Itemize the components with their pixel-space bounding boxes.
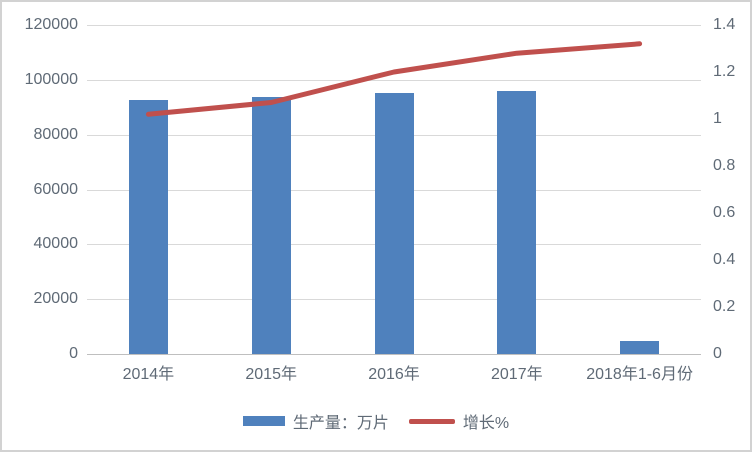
legend-label: 生产量：万片 — [292, 415, 389, 432]
x-axis-line — [87, 354, 701, 355]
bar — [620, 341, 660, 354]
y-right-tick-label: 0.6 — [713, 204, 736, 221]
gridline — [87, 25, 701, 26]
y-left-tick-label: 60000 — [33, 180, 79, 198]
legend-item: 生产量：万片 — [242, 409, 389, 433]
legend: 生产量：万片 增长% — [2, 409, 750, 433]
legend-item: 增长% — [408, 409, 510, 433]
y-left-tick-label: 100000 — [24, 70, 78, 88]
bar — [374, 92, 414, 354]
gridline — [87, 80, 701, 81]
x-tick-label: 2014年 — [122, 366, 175, 383]
x-tick-label: 2016年 — [368, 366, 420, 383]
y-right-tick-label: 1.4 — [713, 16, 736, 33]
y-right-tick-label: 1.2 — [713, 63, 736, 80]
legend-label: 增长% — [462, 415, 510, 432]
y-left-tick-label: 0 — [69, 345, 78, 362]
x-tick-label: 2018年1-6月份 — [586, 366, 693, 383]
y-right-tick-label: 0 — [713, 345, 722, 362]
y-left-tick-label: 120000 — [24, 16, 78, 33]
y-right-tick-label: 1 — [713, 110, 722, 127]
y-right-tick-label: 0.8 — [713, 157, 736, 174]
y-left-tick-label: 80000 — [33, 125, 79, 143]
bar — [128, 100, 168, 354]
x-tick-label: 2017年 — [490, 366, 543, 383]
legend-bar-swatch — [242, 416, 285, 426]
y-right-tick-label: 0.2 — [713, 298, 736, 315]
y-left-tick-label: 40000 — [33, 235, 79, 253]
y-right-tick-label: 0.4 — [713, 251, 736, 268]
legend-line-swatch — [408, 418, 455, 424]
bar — [497, 90, 537, 354]
y-left-tick-label: 20000 — [33, 290, 79, 308]
x-tick-label: 2015年 — [245, 366, 297, 383]
bar — [251, 97, 291, 354]
